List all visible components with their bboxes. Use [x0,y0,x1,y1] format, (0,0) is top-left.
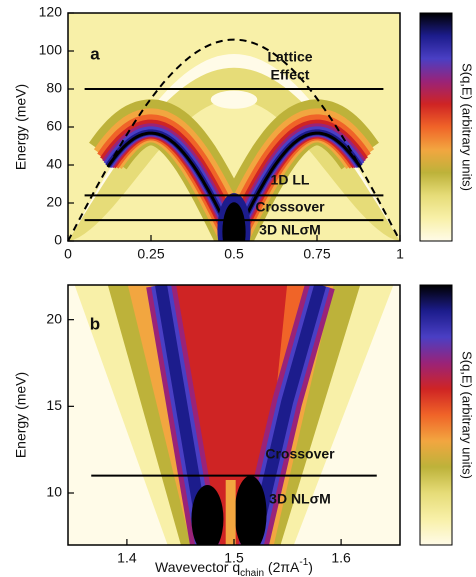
annotation: Crossover [255,199,325,215]
annotation: Lattice [267,49,312,65]
x-tick-label: 1.5 [224,550,244,566]
intensity-map [68,13,400,241]
colorbar-label: S(q,E) (arbitrary units) [460,63,475,191]
y-tick-label: 100 [39,42,63,58]
x-axis-label-part: ) [308,559,313,575]
y-tick-label: 40 [46,156,62,172]
panel-label: a [90,44,100,63]
x-tick-label: 0.25 [137,246,164,262]
annotation: Crossover [265,446,335,462]
y-tick-label: 20 [46,310,62,326]
y-tick-label: 80 [46,80,62,96]
colorbar [419,12,453,242]
map-core [234,475,267,545]
y-tick-label: 20 [46,194,62,210]
y-tick-label: 60 [46,118,62,134]
x-axis-label-part: (2πA [264,559,300,575]
y-tick-label: 10 [46,484,62,500]
map-region [68,99,400,241]
y-tick-label: 0 [54,232,62,248]
colorbar [419,284,453,546]
x-tick-label: 0.5 [224,246,244,262]
y-axis-label: Energy (meV) [13,84,29,170]
map-core [222,202,246,241]
annotation: 3D NLσM [269,491,331,507]
annotation: Effect [271,67,310,83]
x-tick-label: 1.4 [117,550,137,566]
panel-label: b [90,314,100,333]
x-tick-label: 1.6 [331,550,351,566]
x-tick-label: 0.75 [303,246,330,262]
x-axis-label-part: chain [240,568,264,577]
map-core [191,485,224,545]
map-region [210,90,258,109]
x-axis-label-part: -1 [299,557,308,568]
colorbar-label: S(q,E) (arbitrary units) [460,351,475,479]
x-axis-label: Wavevector qchain (2πA-1) [155,557,313,577]
x-axis-label-part: Wavevector q [155,559,240,575]
y-axis-label: Energy (meV) [13,372,29,458]
x-tick-label: 0 [64,246,72,262]
x-tick-label: 1 [396,246,404,262]
annotation: 1D LL [271,172,310,188]
y-tick-label: 120 [39,4,63,20]
annotation: 3D NLσM [259,222,321,238]
intensity-map [68,285,400,545]
lattice-curve [67,38,401,242]
y-tick-label: 15 [46,397,62,413]
map-gap [225,480,236,545]
